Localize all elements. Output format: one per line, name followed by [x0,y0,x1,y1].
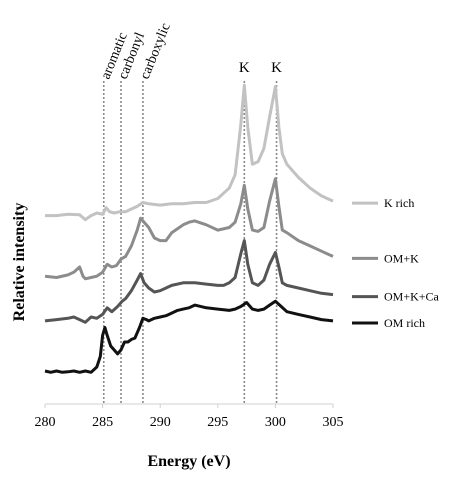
x-axis-title: Energy (eV) [147,453,230,470]
x-tick-label: 285 [92,415,113,430]
x-tick-label: 290 [150,415,171,430]
y-axis-title: Relative intensity [11,203,28,322]
legend: K rich OM+K OM+K+Ca OM rich [352,196,440,330]
x-tick-label: 300 [265,415,286,430]
legend-label: OM+K+Ca [384,290,440,304]
series-line [45,83,334,222]
marker-label: carboxylic [138,21,174,81]
marker-label: K [239,60,250,76]
series-line [44,299,334,374]
x-tick-label: 280 [35,415,56,430]
series-lines [44,83,334,374]
x-tick-labels: 280 285 290 295 300 305 [35,404,344,430]
series-line [44,239,334,324]
x-tick-label: 305 [323,415,344,430]
legend-label: K rich [384,196,414,210]
series-line [44,177,334,281]
legend-label: OM rich [384,316,425,330]
x-tick-label: 295 [207,415,228,430]
marker-label: K [271,60,282,76]
legend-label: OM+K [384,251,419,265]
